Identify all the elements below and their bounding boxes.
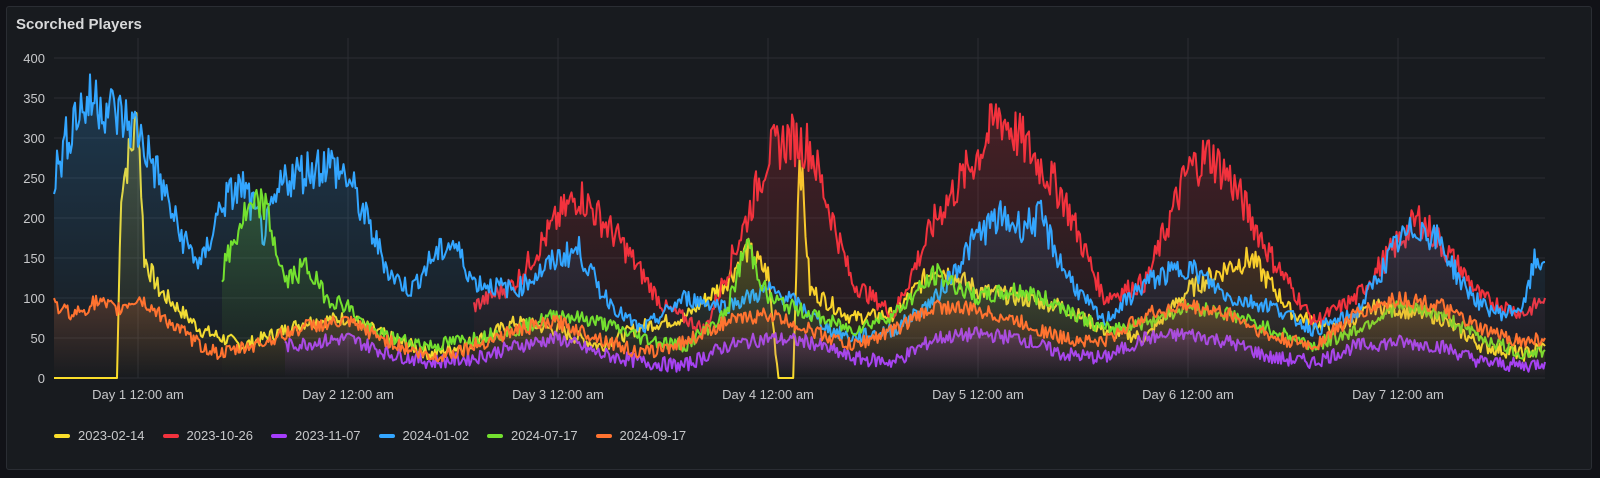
y-tick-label: 0: [38, 371, 45, 386]
panel-title: Scorched Players: [16, 16, 142, 33]
x-tick-label: Day 7 12:00 am: [1352, 387, 1444, 402]
legend-swatch: [487, 433, 504, 438]
legend-swatch: [54, 433, 70, 438]
x-tick-label: Day 2 12:00 am: [302, 387, 394, 402]
x-tick-label: Day 1 12:00 am: [92, 387, 184, 402]
y-tick-label: 400: [23, 51, 45, 66]
legend-item[interactable]: 2023-02-14: [54, 428, 145, 443]
x-tick-label: Day 6 12:00 am: [1142, 387, 1234, 402]
series-area: [54, 74, 1545, 379]
y-tick-label: 100: [23, 291, 45, 306]
legend-label: 2024-09-17: [619, 428, 687, 443]
legend-label: 2023-02-14: [78, 428, 145, 443]
legend-swatch: [595, 433, 612, 438]
legend-label: 2024-07-17: [511, 428, 578, 443]
series-line: [473, 103, 1546, 337]
y-tick-label: 50: [31, 331, 45, 346]
series-line: [53, 291, 1546, 363]
legend-label: 2023-11-07: [295, 428, 361, 443]
legend-item[interactable]: 2023-10-26: [162, 428, 254, 443]
y-tick-label: 300: [23, 131, 45, 146]
legend: 2023-02-14 2023-10-26 2023-11-07 2024-01-02…: [54, 428, 686, 443]
x-tick-label: Day 3 12:00 am: [512, 387, 604, 402]
legend-item[interactable]: 2024-01-02: [378, 428, 470, 443]
series-line: [221, 188, 1546, 360]
y-tick-label: 200: [23, 211, 45, 226]
y-tick-label: 250: [23, 171, 45, 186]
legend-item[interactable]: 2023-11-07: [271, 428, 361, 443]
x-tick-label: Day 5 12:00 am: [932, 387, 1024, 402]
legend-item[interactable]: 2024-09-17: [595, 428, 687, 443]
series-line: [53, 73, 1546, 343]
y-tick-label: 150: [23, 251, 45, 266]
legend-item[interactable]: 2024-07-17: [487, 428, 578, 443]
x-tick-label: Day 4 12:00 am: [722, 387, 814, 402]
legend-label: 2023-10-26: [186, 428, 254, 443]
legend-swatch: [378, 433, 395, 438]
legend-swatch: [162, 433, 179, 438]
legend-swatch: [271, 433, 287, 438]
series-area: [54, 292, 1545, 378]
y-tick-label: 350: [23, 91, 45, 106]
legend-label: 2024-01-02: [402, 428, 470, 443]
